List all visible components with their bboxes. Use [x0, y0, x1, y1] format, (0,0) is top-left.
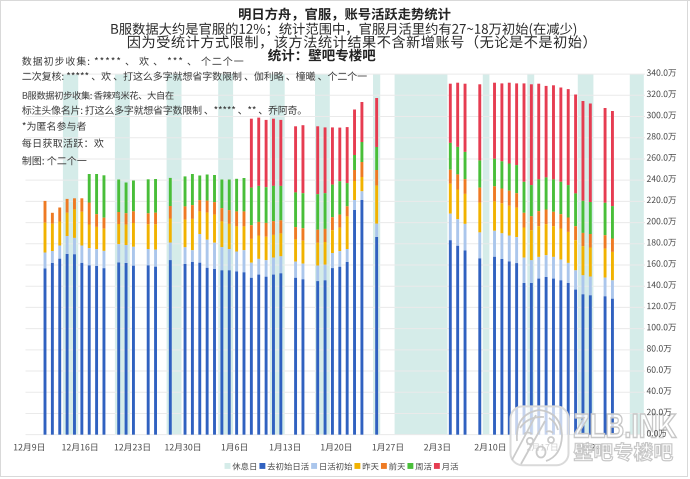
svg-text:ZLB.INK: ZLB.INK [574, 407, 677, 445]
